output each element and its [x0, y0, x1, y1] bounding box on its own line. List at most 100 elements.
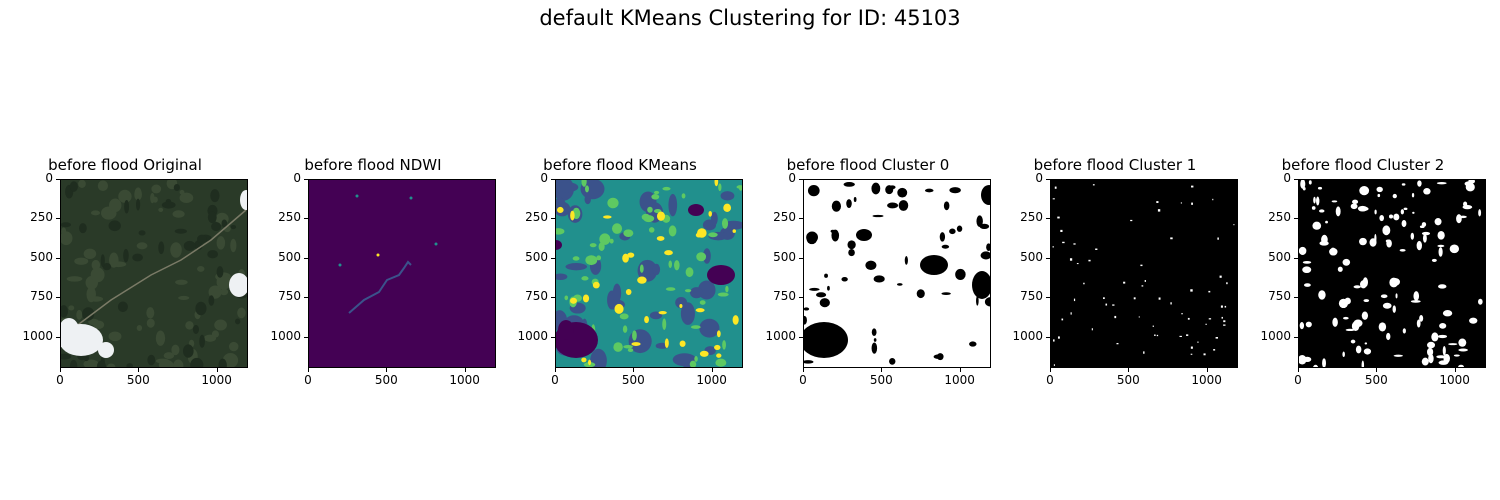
cluster-region [599, 233, 611, 245]
mask-region [924, 188, 934, 193]
cluster-region [648, 227, 655, 233]
x-tick [959, 368, 961, 372]
y-tick-label: 500 [773, 249, 796, 264]
mask-region [943, 201, 950, 211]
x-tick [1128, 368, 1130, 372]
y-tick [304, 297, 308, 299]
forest-patch [234, 318, 241, 325]
cluster-region [684, 289, 692, 293]
mask-pixel [1213, 349, 1216, 351]
x-tick [464, 368, 466, 372]
image-cluster-2 [1298, 179, 1486, 368]
forest-patch [124, 199, 130, 214]
y-tick-label: 0 [788, 171, 796, 185]
mask-region [1436, 355, 1446, 359]
terrain-patch [88, 318, 99, 326]
x-tick [555, 368, 556, 372]
mask-region [1325, 220, 1328, 224]
cluster-region [665, 287, 676, 291]
cluster-region [581, 357, 587, 363]
x-tick [1206, 368, 1208, 372]
panel-title: before flood NDWI [304, 156, 442, 174]
terrain-patch [136, 324, 143, 331]
y-tick [304, 179, 308, 180]
terrain-patch [197, 265, 205, 272]
mask-region [1458, 364, 1464, 367]
mask-region [1419, 225, 1425, 229]
mask-region [1355, 345, 1362, 354]
mask-pixel [1112, 304, 1115, 306]
cluster-region [696, 252, 707, 262]
mask-region [941, 244, 950, 249]
x-tick [386, 368, 388, 372]
forest-patch [138, 230, 146, 236]
cluster-region [738, 185, 742, 191]
mask-region [1302, 187, 1306, 191]
cluster-region [694, 356, 698, 362]
panel-title: before flood KMeans [543, 156, 697, 174]
forest-patch [161, 201, 176, 209]
mask-pixel [1191, 202, 1193, 205]
terrain-patch [216, 236, 226, 250]
terrain-patch [230, 238, 237, 253]
mask-region [904, 256, 908, 265]
cluster-region [679, 340, 686, 347]
mask-region [1421, 357, 1429, 366]
mask-region [1442, 345, 1446, 356]
mask-region [1361, 360, 1365, 367]
mask-region [1438, 247, 1443, 257]
image-canvas [1051, 180, 1237, 367]
x-tick [633, 368, 635, 372]
mask-region [1401, 183, 1406, 186]
mask-region [1377, 193, 1381, 198]
panel-title: before flood Cluster 1 [1033, 156, 1197, 174]
terrain-patch [158, 359, 174, 367]
y-tick-label: 1000 [517, 328, 548, 343]
x-tick-label: 0 [799, 373, 807, 387]
mask-region [871, 342, 878, 354]
mask-region [1400, 209, 1404, 215]
forest-patch [69, 181, 78, 192]
y-tick-label: 500 [1020, 249, 1043, 264]
cluster-region [722, 340, 726, 350]
mask-pixel [1088, 259, 1091, 262]
x-tick-label: 0 [56, 373, 64, 387]
cluster-region [662, 318, 667, 330]
image-canvas [1299, 180, 1485, 367]
x-tick [138, 368, 140, 372]
mask-region [819, 298, 830, 308]
mask-region [1410, 300, 1421, 303]
terrain-patch [66, 276, 83, 282]
cluster-region [632, 330, 637, 341]
mask-region [1312, 221, 1322, 230]
mask-pixel [1180, 202, 1183, 204]
mask-region [1395, 293, 1398, 299]
cluster-region [720, 191, 735, 201]
terrain-patch [237, 307, 246, 319]
mask-region [1343, 316, 1349, 320]
y-tick [799, 257, 803, 259]
forest-patch [208, 295, 215, 306]
y-tick [56, 257, 60, 259]
mask-region [1331, 200, 1338, 203]
terrain-patch [219, 288, 229, 296]
mask-region [1392, 305, 1396, 313]
mask-region [1338, 298, 1349, 309]
mask-region [1437, 244, 1445, 248]
mask-region [920, 255, 948, 275]
y-tick-label: 250 [525, 210, 548, 225]
cluster-region [611, 223, 623, 234]
mask-region [969, 341, 977, 347]
mask-region [956, 225, 963, 232]
terrain-patch [134, 187, 142, 198]
image-kmeans [555, 179, 743, 368]
y-tick [56, 336, 60, 338]
mask-region [887, 202, 899, 209]
mask-region [1468, 180, 1475, 184]
cluster-region [715, 358, 727, 367]
y-tick [1046, 179, 1050, 180]
cluster-region [708, 232, 718, 238]
cluster-region [589, 243, 597, 248]
mask-region [1379, 215, 1385, 222]
y-tick-label: 250 [773, 210, 796, 225]
